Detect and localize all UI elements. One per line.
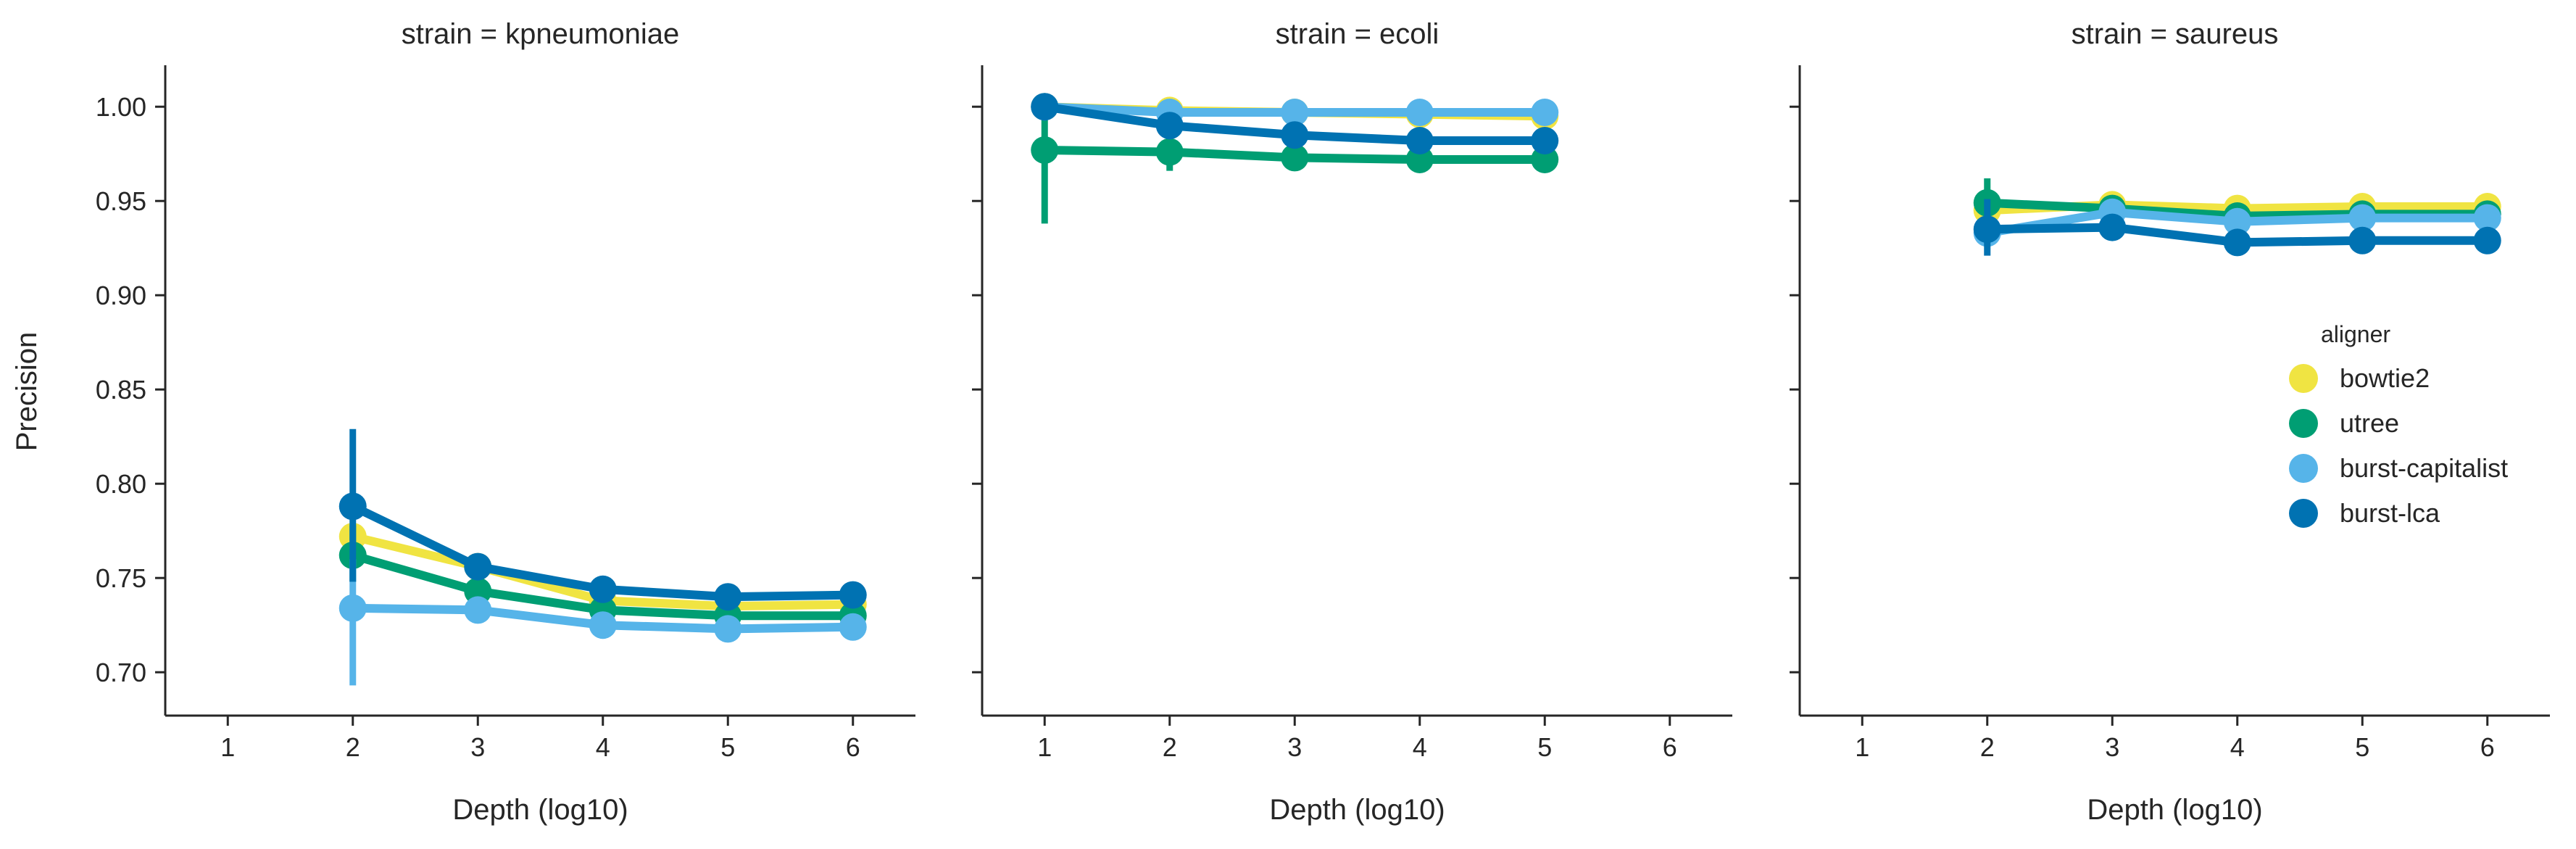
x-tick-label: 3: [2105, 732, 2119, 762]
y-tick-label: 0.95: [96, 186, 146, 216]
x-tick-label: 6: [846, 732, 860, 762]
data-point: [714, 583, 742, 611]
data-point: [1155, 112, 1184, 140]
x-tick-label: 5: [1537, 732, 1552, 762]
panel-ecoli: strain = ecoli 1 2 3 4 5 6 Depth (log10): [972, 18, 1732, 826]
x-tick-label: 5: [720, 732, 735, 762]
y-tick-label: 0.85: [96, 375, 146, 405]
data-point: [589, 575, 617, 603]
x-tick-label: 6: [1663, 732, 1677, 762]
x-tick-label: 2: [346, 732, 360, 762]
legend-marker: [2289, 409, 2318, 438]
data-point: [839, 613, 867, 641]
data-point: [1531, 146, 1559, 173]
data-point: [589, 611, 617, 639]
legend: aligner bowtie2 utree burst-capitalist burst…: [2289, 321, 2508, 528]
x-tick-label: 4: [2230, 732, 2245, 762]
y-tick-label: 0.70: [96, 658, 146, 687]
data-point: [338, 594, 367, 622]
x-axis-label: Depth (log10): [452, 794, 628, 826]
data-point: [1031, 136, 1059, 164]
data-point: [1031, 93, 1059, 121]
data-point: [464, 596, 492, 624]
legend-title: aligner: [2321, 321, 2390, 347]
y-tick-label: 1.00: [96, 92, 146, 122]
panel-title: strain = kpneumoniae: [402, 18, 680, 50]
data-point: [1281, 144, 1309, 172]
data-point: [714, 615, 742, 643]
data-point: [2223, 228, 2251, 257]
data-point: [2223, 207, 2251, 236]
legend-label: bowtie2: [2340, 363, 2430, 393]
legend-label: burst-capitalist: [2340, 453, 2508, 483]
data-point: [338, 492, 367, 521]
legend-label: burst-lca: [2340, 498, 2440, 528]
data-point: [1531, 99, 1559, 126]
series-utree: [1031, 107, 1559, 224]
data-point: [1973, 215, 2001, 244]
y-tick-label: 0.80: [96, 469, 146, 499]
data-point: [1281, 121, 1309, 149]
x-tick-label: 4: [596, 732, 610, 762]
y-tick-label: 0.75: [96, 563, 146, 593]
legend-marker: [2289, 454, 2318, 483]
data-point: [2473, 204, 2501, 232]
data-point: [464, 577, 492, 605]
data-point: [1281, 99, 1309, 126]
legend-label: utree: [2340, 408, 2399, 438]
series-burst-capitalist: [338, 559, 867, 686]
data-point: [2348, 226, 2377, 254]
data-point: [464, 552, 492, 581]
series-burst-capitalist: [1031, 93, 1559, 126]
series-burst-lca: [338, 428, 867, 611]
data-point: [2473, 226, 2501, 254]
x-axis-label: Depth (log10): [1269, 794, 1445, 826]
chart-panels: strain = kpneumoniae 0.70 0.75 0.80 0.85 0.90…: [96, 18, 2550, 826]
data-point: [1405, 146, 1434, 173]
x-tick-label: 2: [1980, 732, 1995, 762]
y-tick-label: 0.90: [96, 281, 146, 310]
y-axis-label: Precision: [11, 332, 43, 452]
x-tick-label: 1: [220, 732, 235, 762]
legend-marker: [2289, 499, 2318, 528]
x-tick-label: 4: [1413, 732, 1427, 762]
data-point: [1155, 138, 1184, 166]
x-tick-label: 5: [2355, 732, 2369, 762]
x-tick-label: 6: [2480, 732, 2495, 762]
data-point: [2098, 213, 2127, 241]
series-burst-lca: [1973, 199, 2501, 257]
data-point: [1405, 99, 1434, 126]
panel-title: strain = ecoli: [1276, 18, 1439, 50]
x-tick-label: 3: [1287, 732, 1302, 762]
panel-kpneumoniae: strain = kpneumoniae 0.70 0.75 0.80 0.85 0.90…: [96, 18, 915, 826]
panel-saureus: strain = saureus 1 2 3 4 5 6 Depth (log10): [1790, 18, 2550, 826]
x-tick-label: 3: [470, 732, 485, 762]
x-tick-label: 1: [1037, 732, 1052, 762]
data-point: [1405, 127, 1434, 154]
legend-marker: [2289, 364, 2318, 393]
data-point: [2348, 204, 2377, 232]
data-point: [839, 581, 867, 609]
panel-title: strain = saureus: [2072, 18, 2279, 50]
data-point: [1531, 127, 1559, 154]
x-tick-label: 2: [1163, 732, 1177, 762]
x-tick-label: 1: [1855, 732, 1869, 762]
x-axis-label: Depth (log10): [2087, 794, 2262, 826]
series-burst-lca: [1031, 93, 1559, 154]
